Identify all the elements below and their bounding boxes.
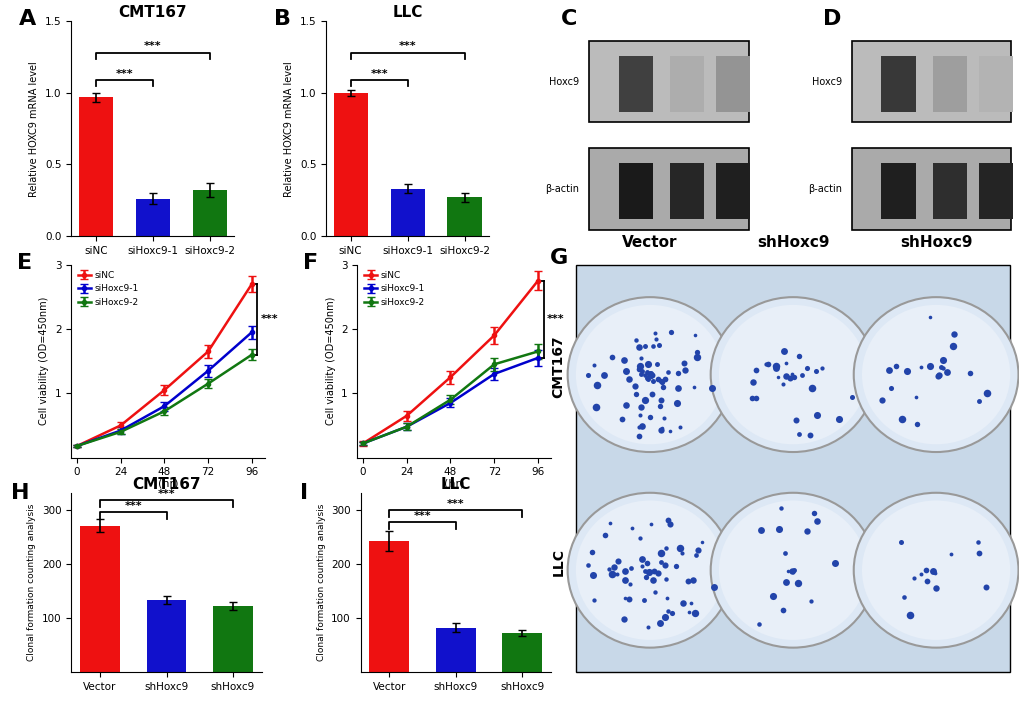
Text: A: A [19,9,37,29]
Bar [618,56,652,112]
Circle shape [567,297,732,452]
Bar [669,56,703,112]
Text: Hoxc9: Hoxc9 [548,77,579,87]
Circle shape [576,500,723,640]
Text: ***: *** [414,511,431,521]
Circle shape [718,305,866,444]
Bar [931,56,966,112]
Text: shHoxc9: shHoxc9 [899,235,971,250]
Bar [435,628,475,672]
X-axis label: (hr): (hr) [443,479,464,489]
Bar [390,189,424,236]
Bar [978,163,1012,219]
Text: ***: *** [158,489,175,499]
Y-axis label: Clonal formation counting analysis: Clonal formation counting analysis [316,504,325,661]
X-axis label: (hr): (hr) [158,479,178,489]
Text: β-actin: β-actin [807,184,842,194]
Bar [931,163,966,219]
Text: F: F [303,253,318,273]
Bar [213,606,253,672]
Title: CMT167: CMT167 [118,5,187,20]
Bar [79,526,120,672]
Title: LLC: LLC [440,477,471,492]
Bar [669,163,703,219]
Text: shHoxc9: shHoxc9 [756,235,828,250]
Bar [978,56,1012,112]
Text: E: E [17,253,33,273]
Bar [589,148,748,230]
Bar [501,633,542,672]
Y-axis label: Cell viability (OD=450nm): Cell viability (OD=450nm) [40,297,50,425]
Text: ***: *** [446,499,464,509]
Bar [880,163,915,219]
Circle shape [567,493,732,648]
Text: B: B [274,9,290,29]
Text: Hoxc9: Hoxc9 [811,77,842,87]
Y-axis label: Relative HOXC9 mRNA level: Relative HOXC9 mRNA level [30,61,40,197]
Bar [136,199,170,236]
Text: ***: *** [398,41,416,51]
Text: Vector: Vector [622,235,677,250]
Bar [447,197,481,236]
Text: CMT167: CMT167 [551,335,565,398]
Bar [618,163,652,219]
Bar [715,163,750,219]
Text: ***: *** [370,69,387,79]
Y-axis label: Relative HOXC9 mRNA level: Relative HOXC9 mRNA level [284,61,293,197]
Text: D: D [822,9,841,29]
Text: ***: *** [144,41,162,51]
Title: LLC: LLC [392,5,423,20]
Bar [589,41,748,122]
Circle shape [710,493,874,648]
Bar [193,190,226,236]
Circle shape [861,305,1009,444]
Y-axis label: Clonal formation counting analysis: Clonal formation counting analysis [28,504,37,661]
Bar [333,93,368,236]
Text: I: I [300,483,308,503]
Bar [852,41,1011,122]
Text: LLC: LLC [551,548,565,576]
Bar [715,56,750,112]
Bar [852,148,1011,230]
Text: ***: *** [261,315,278,324]
Text: C: C [559,9,576,29]
Bar [369,541,409,672]
Bar [78,97,113,236]
Text: G: G [550,248,568,268]
Circle shape [861,500,1009,640]
Y-axis label: Cell viability (OD=450nm): Cell viability (OD=450nm) [325,297,335,425]
Legend: siNC, siHoxc9-1, siHoxc9-2: siNC, siHoxc9-1, siHoxc9-2 [75,269,141,309]
Legend: siNC, siHoxc9-1, siHoxc9-2: siNC, siHoxc9-1, siHoxc9-2 [362,269,427,309]
Text: ***: *** [546,315,565,324]
Text: ***: *** [124,501,142,511]
Bar [147,600,186,672]
Text: ***: *** [115,69,133,79]
Bar [880,56,915,112]
Circle shape [853,493,1017,648]
Circle shape [576,305,723,444]
Text: β-actin: β-actin [545,184,579,194]
Title: CMT167: CMT167 [132,477,201,492]
Circle shape [853,297,1017,452]
Circle shape [710,297,874,452]
Text: H: H [10,483,29,503]
Circle shape [718,500,866,640]
